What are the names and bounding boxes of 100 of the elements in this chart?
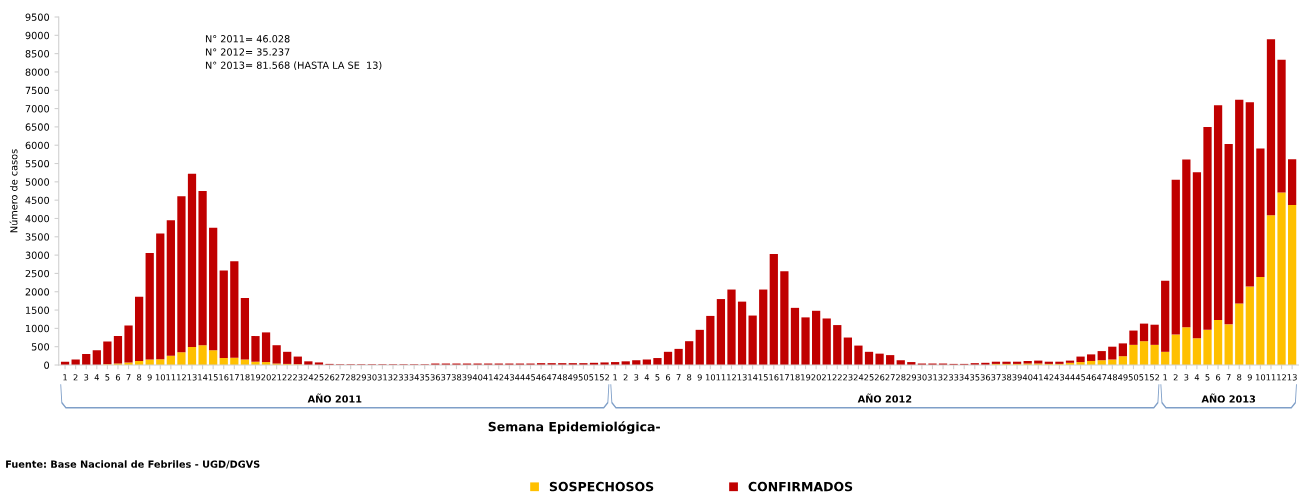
x-tick-label: 33 (948, 374, 959, 381)
x-tick-label: 51 (589, 374, 599, 381)
y-tick-label: 0 (44, 361, 50, 369)
y-tick-label: 2500 (25, 269, 50, 278)
x-tick-label: 49 (1117, 374, 1128, 381)
x-tick-label: 4 (1194, 374, 1200, 381)
x-tick-label: 44 (1065, 374, 1075, 381)
x-tick-label: 40 (1022, 374, 1033, 381)
x-tick-label: 5 (105, 374, 110, 381)
x-tick-label: 21 (822, 374, 832, 381)
y-tick-label: 5500 (25, 160, 50, 168)
x-tick-label: 9 (1247, 374, 1252, 381)
x-tick-label: 3 (634, 374, 639, 381)
x-tick-label: 46 (1086, 374, 1096, 381)
x-tick-label: 21 (271, 374, 282, 381)
x-tick-label: 1 (63, 374, 67, 381)
x-tick-label: 25 (864, 374, 874, 381)
x-tick-label: 7 (1226, 374, 1231, 381)
x-tick-label: 13 (187, 374, 197, 381)
x-tick-label: 3 (1184, 374, 1189, 381)
x-tick-label: 10 (155, 374, 166, 381)
x-tick-label: 44 (515, 374, 525, 381)
source-note: Fuente: Base Nacional de Febriles - UGD/DGVS (6, 460, 260, 469)
x-tick-label: 15 (758, 374, 768, 381)
x-tick-label: 42 (493, 374, 504, 381)
y-tick-label: 7000 (25, 105, 50, 113)
x-tick-label: 26 (324, 374, 335, 381)
x-tick-label: 26 (874, 374, 885, 381)
x-tick-label: 9 (697, 374, 702, 381)
x-tick-label: 38 (1001, 374, 1012, 381)
x-tick-label: 2 (623, 374, 628, 381)
y-tick-label: 6500 (25, 123, 50, 131)
x-tick-label: 36 (430, 374, 441, 381)
x-tick-label: 43 (1054, 374, 1065, 381)
x-tick-label: 52 (599, 374, 610, 381)
x-tick-label: 41 (483, 374, 493, 381)
x-tick-label: 22 (282, 374, 292, 381)
annotation: N° 2012= 35.237 (205, 48, 290, 56)
y-axis-title: Número de casos (9, 149, 18, 233)
x-tick-label: 48 (557, 374, 567, 381)
text: Semana Epidemiológica- (488, 421, 660, 434)
x-tick-label: 52 (1149, 374, 1160, 381)
x-tick-label: 9 (147, 374, 152, 381)
x-tick-label: 14 (198, 374, 208, 381)
y-tick-label: 5000 (25, 178, 50, 186)
x-tick-label: 11 (716, 374, 726, 381)
x-tick-label: 16 (769, 374, 779, 381)
y-tick-label: 3500 (25, 233, 50, 241)
x-tick-label: 34 (959, 374, 970, 381)
x-tick-label: 2 (1173, 374, 1178, 381)
x-tick-label: 30 (917, 374, 927, 381)
x-tick-label: 40 (472, 374, 483, 381)
x-tick-label: 35 (970, 374, 980, 381)
x-tick-label: 42 (1043, 374, 1054, 381)
x-tick-label: 16 (219, 374, 229, 381)
x-tick-label: 51 (1139, 374, 1149, 381)
x-tick-label: 50 (578, 374, 589, 381)
x-tick-label: 35 (420, 374, 430, 381)
x-tick-label: 38 (451, 374, 462, 381)
x-tick-label: 18 (790, 374, 800, 381)
x-tick-label: 47 (1096, 374, 1107, 381)
x-tick-label: 12 (177, 374, 186, 381)
x-tick-label: 1 (613, 374, 618, 381)
y-tick-label: 500 (31, 343, 50, 351)
x-tick-label: 27 (885, 374, 895, 381)
x-tick-label: 5 (1205, 374, 1210, 381)
legend-label: CONFIRMADOS (748, 481, 853, 492)
x-tick-label: 18 (240, 374, 250, 381)
x-tick-label: 39 (462, 374, 472, 381)
x-tick-label: 25 (314, 374, 324, 381)
x-tick-label: 34 (409, 374, 419, 381)
y-tick-label: 9000 (25, 31, 50, 40)
x-tick-label: 8 (687, 374, 692, 381)
x-tick-label: 17 (229, 374, 239, 381)
x-tick-label: 37 (991, 374, 1001, 381)
x-tick-label: 32 (388, 374, 398, 381)
x-tick-label: 43 (504, 374, 514, 381)
x-tick-label: 20 (261, 374, 271, 381)
x-tick-label: 8 (1237, 374, 1242, 381)
x-tick-label: 46 (536, 374, 546, 381)
y-tick-label: 3000 (25, 251, 50, 259)
y-tick-label: 4000 (25, 214, 50, 223)
x-tick-label: 32 (938, 374, 948, 381)
x-tick-label: 20 (811, 374, 821, 381)
x-tick-label: 19 (801, 374, 811, 381)
x-tick-label: 24 (303, 374, 314, 381)
x-tick-label: 50 (1128, 374, 1139, 381)
x-tick-label: 31 (927, 374, 938, 381)
y-tick-label: 6000 (25, 141, 50, 150)
y-tick-label: 8000 (25, 68, 50, 76)
x-tick-label: 48 (1107, 374, 1118, 381)
x-tick-label: 49 (567, 374, 578, 381)
x-tick-label: 23 (843, 374, 853, 381)
x-tick-label: 1 (1163, 374, 1168, 381)
x-tick-label: 4 (644, 374, 650, 381)
x-tick-label: 45 (1075, 374, 1086, 381)
x-tick-label: 5 (655, 374, 660, 381)
x-tick-label: 7 (126, 374, 131, 381)
x-tick-label: 47 (546, 374, 557, 381)
x-tick-label: 37 (441, 374, 451, 381)
